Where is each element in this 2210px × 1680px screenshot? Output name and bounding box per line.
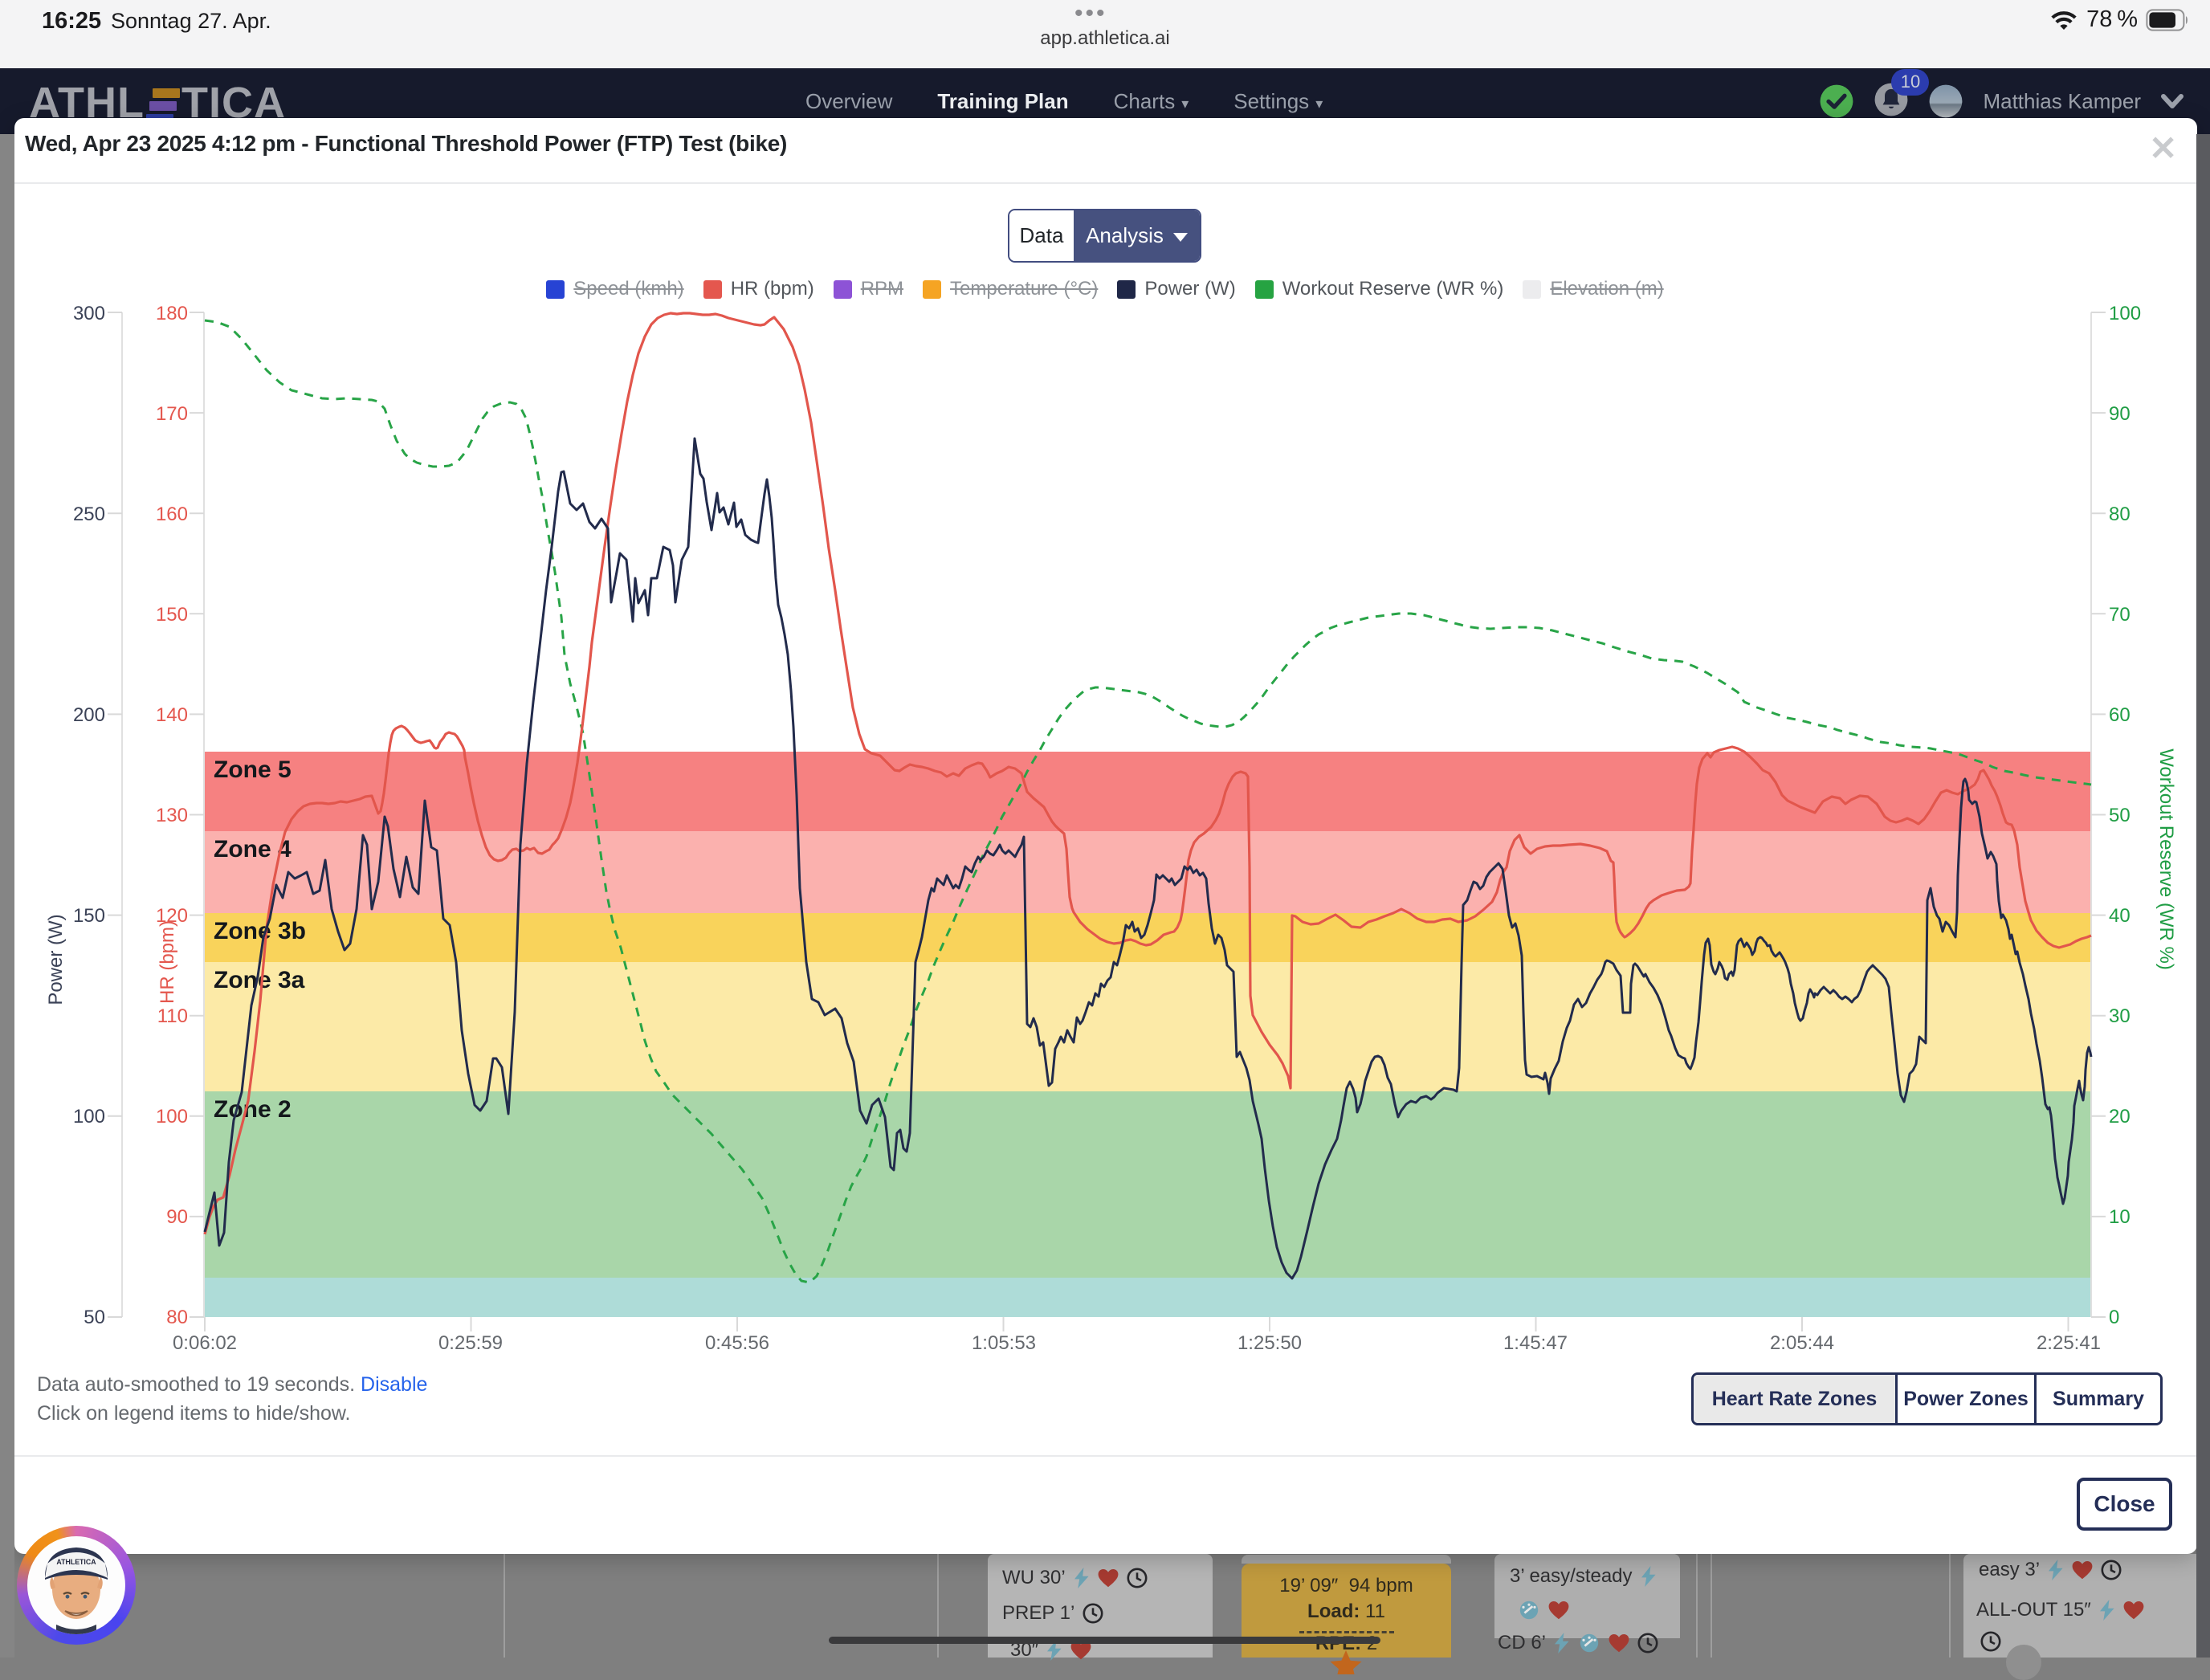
svg-text:120: 120 xyxy=(156,905,188,927)
svg-text:100: 100 xyxy=(73,1106,105,1127)
svg-text:50: 50 xyxy=(2109,805,2130,826)
svg-text:0:25:59: 0:25:59 xyxy=(438,1332,503,1354)
svg-text:Power (W): Power (W) xyxy=(45,914,67,1005)
svg-text:1:25:50: 1:25:50 xyxy=(1238,1332,1302,1354)
svg-text:10: 10 xyxy=(2109,1206,2130,1228)
svg-text:0:06:02: 0:06:02 xyxy=(173,1332,237,1354)
svg-text:250: 250 xyxy=(73,504,105,525)
svg-text:70: 70 xyxy=(2109,604,2130,626)
svg-text:130: 130 xyxy=(156,805,188,826)
svg-text:140: 140 xyxy=(156,704,188,726)
svg-text:2:25:41: 2:25:41 xyxy=(2037,1332,2101,1354)
svg-text:30: 30 xyxy=(2109,1005,2130,1027)
svg-text:ATHLETICA: ATHLETICA xyxy=(56,1558,96,1566)
svg-text:90: 90 xyxy=(166,1206,188,1228)
svg-text:80: 80 xyxy=(2109,504,2130,525)
svg-text:HR (bpm): HR (bpm) xyxy=(157,920,178,1004)
svg-text:20: 20 xyxy=(2109,1106,2130,1127)
svg-text:2:05:44: 2:05:44 xyxy=(1770,1332,1834,1354)
svg-text:Zone 2: Zone 2 xyxy=(214,1096,292,1123)
svg-text:Zone 5: Zone 5 xyxy=(214,756,292,783)
svg-text:50: 50 xyxy=(84,1307,105,1328)
svg-text:1:05:53: 1:05:53 xyxy=(972,1332,1036,1354)
svg-text:60: 60 xyxy=(2109,704,2130,726)
svg-text:150: 150 xyxy=(156,604,188,626)
svg-text:300: 300 xyxy=(73,303,105,324)
svg-text:110: 110 xyxy=(157,1005,188,1027)
svg-text:1:45:47: 1:45:47 xyxy=(1503,1332,1568,1354)
svg-text:Zone 3b: Zone 3b xyxy=(214,918,306,944)
svg-text:100: 100 xyxy=(2109,303,2141,324)
svg-text:200: 200 xyxy=(73,704,105,726)
svg-text:100: 100 xyxy=(156,1106,188,1127)
svg-text:90: 90 xyxy=(2109,403,2130,425)
svg-text:40: 40 xyxy=(2109,905,2130,927)
svg-text:170: 170 xyxy=(156,403,188,425)
svg-text:0:45:56: 0:45:56 xyxy=(705,1332,769,1354)
svg-text:80: 80 xyxy=(166,1307,188,1328)
svg-text:150: 150 xyxy=(73,905,105,927)
svg-text:180: 180 xyxy=(156,303,188,324)
svg-text:Workout Reserve (WR %): Workout Reserve (WR %) xyxy=(2155,748,2177,970)
svg-text:160: 160 xyxy=(156,504,188,525)
svg-text:0: 0 xyxy=(2109,1307,2119,1328)
